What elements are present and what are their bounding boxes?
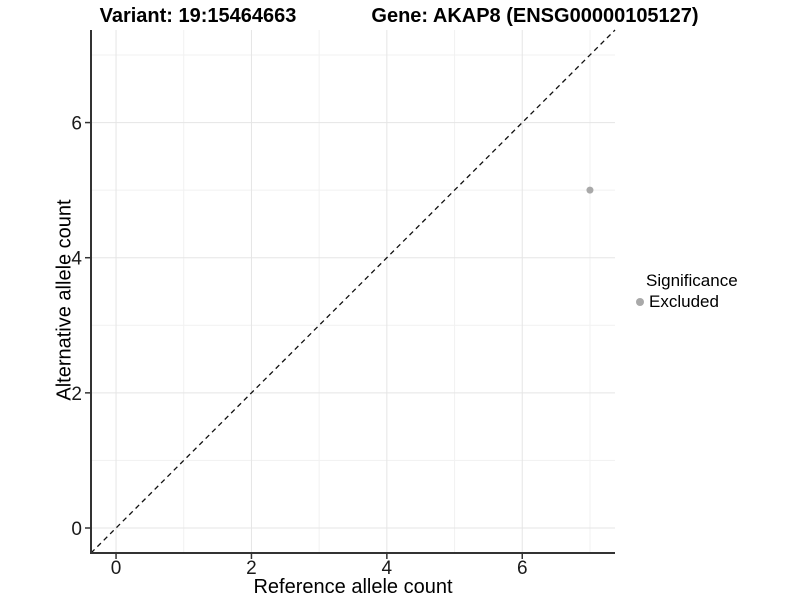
data-point [586, 186, 594, 194]
x-tick-label: 6 [517, 558, 528, 579]
legend: Significance Excluded [632, 271, 738, 312]
y-tick-label: 4 [71, 249, 82, 270]
y-tick-label: 2 [71, 384, 82, 405]
y-tick-label: 6 [71, 114, 82, 135]
x-axis-label: Reference allele count [253, 576, 453, 598]
plot-title-variant: Variant: 19:15464663 [99, 5, 297, 27]
y-axis-label: Alternative allele count [53, 199, 76, 401]
legend-item-label: Excluded [649, 292, 719, 311]
y-tick-label: 0 [71, 519, 82, 540]
plot-title-gene: Gene: AKAP8 (ENSG00000105127) [371, 5, 699, 27]
identity-line [90, 29, 616, 554]
excluded-dot-icon [636, 298, 644, 306]
legend-title: Significance [646, 271, 738, 290]
legend-item-excluded: Excluded [632, 292, 738, 312]
x-tick-label: 2 [246, 558, 257, 579]
x-tick-label: 0 [111, 558, 122, 579]
x-tick-label: 4 [382, 558, 393, 579]
